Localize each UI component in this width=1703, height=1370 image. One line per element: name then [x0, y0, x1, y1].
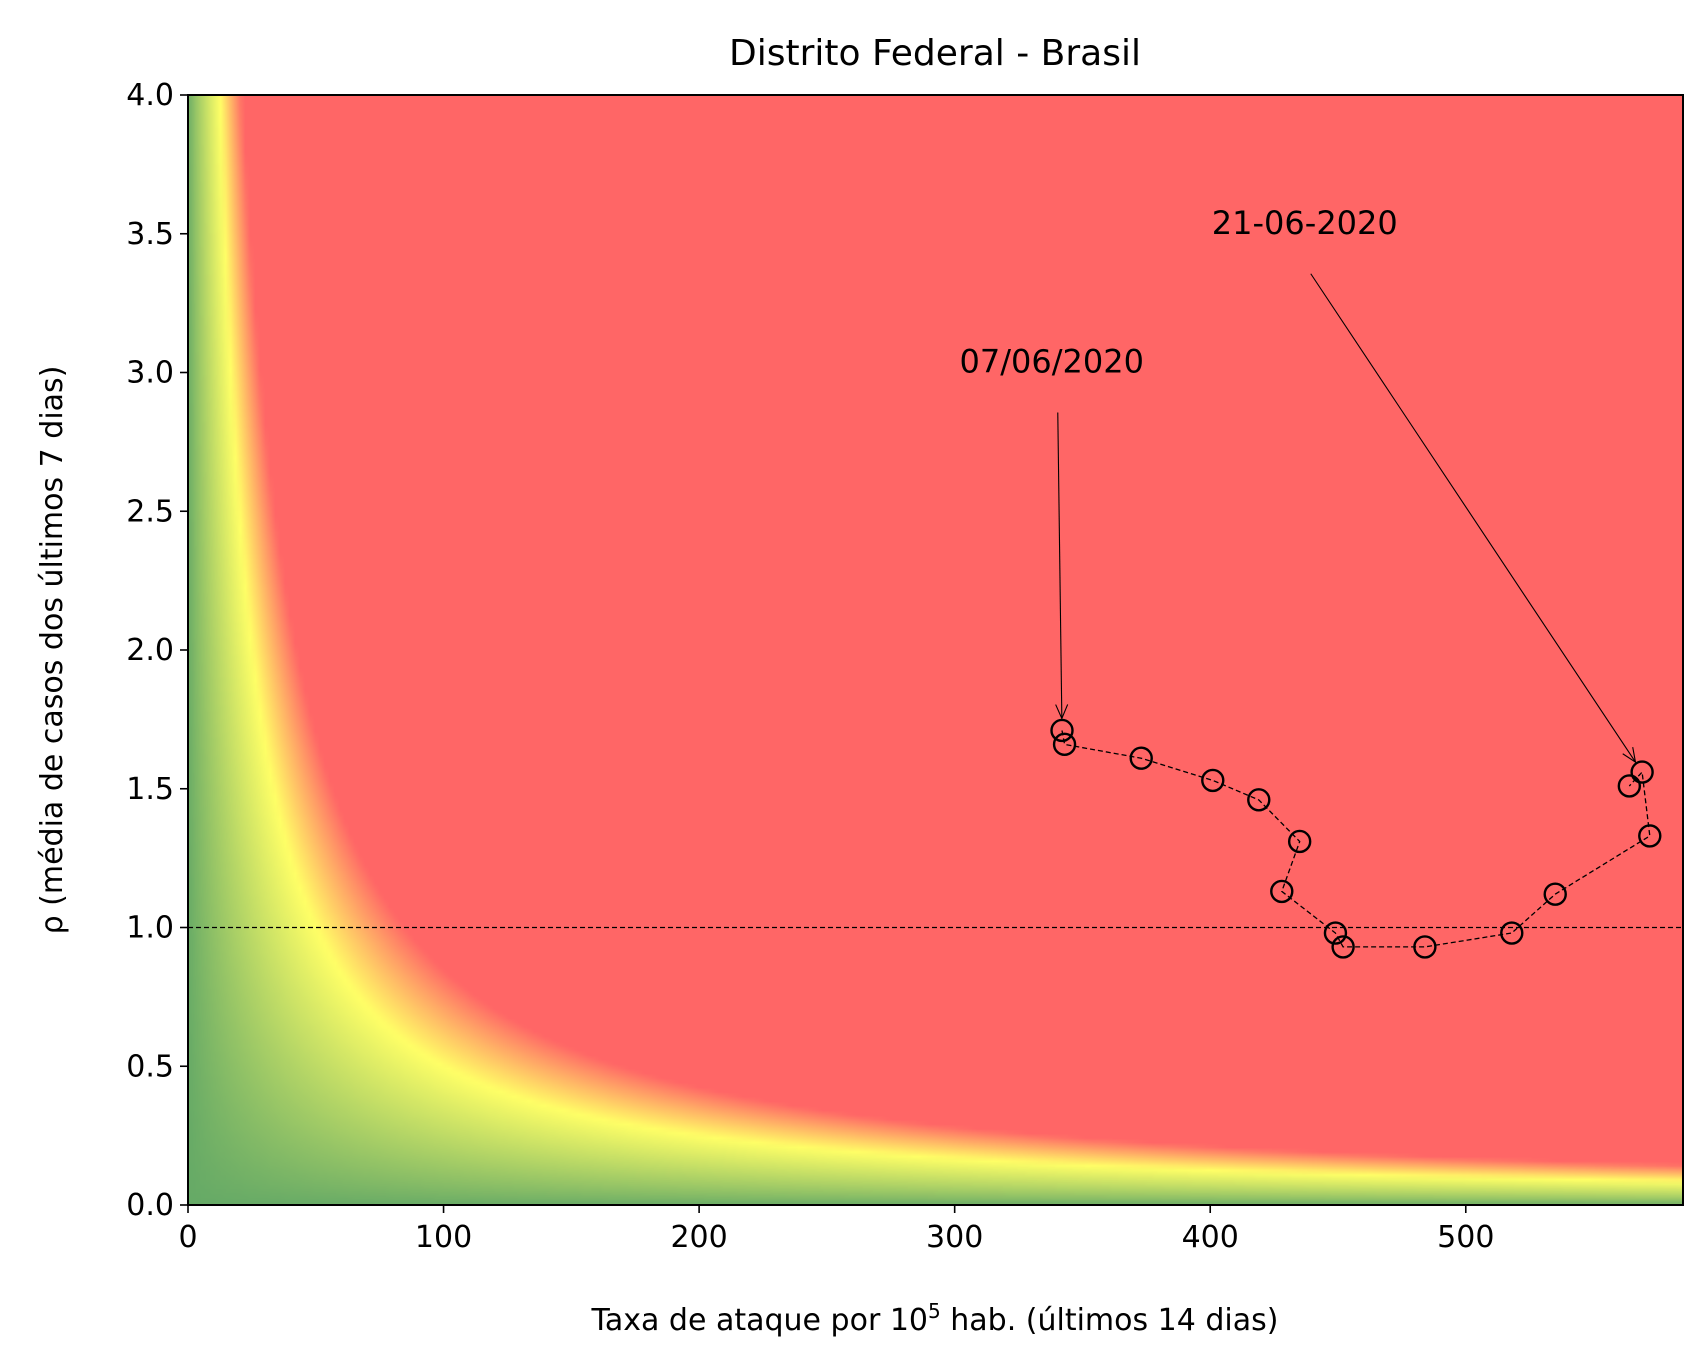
data-point: [1050, 718, 1074, 743]
annotation-arrow: [1057, 412, 1063, 719]
y-tick-label: 2.5: [126, 494, 174, 529]
x-tick-label: 500: [1437, 1220, 1494, 1255]
y-tick-label: 0.5: [126, 1049, 174, 1084]
data-point: [1638, 824, 1662, 848]
y-tick-label: 4.0: [126, 78, 174, 113]
y-tick-label: 3.5: [126, 217, 174, 252]
y-tick-label: 1.5: [126, 772, 174, 807]
annotation-label: 21-06-2020: [1212, 204, 1398, 242]
trajectory-line: [1061, 730, 1651, 948]
x-tick-label: 200: [670, 1220, 727, 1255]
x-tick-label: 0: [178, 1220, 197, 1255]
y-tick-label: 0.0: [126, 1188, 174, 1223]
y-tick-label: 3.0: [126, 356, 174, 391]
data-point: [1331, 935, 1355, 959]
data-point: [1543, 882, 1567, 906]
data-point: [1413, 935, 1437, 959]
data-point: [1052, 732, 1077, 757]
y-tick-label: 1.0: [126, 911, 174, 946]
y-tick-label: 2.0: [126, 633, 174, 668]
data-point: [1630, 760, 1654, 784]
data-point: [1323, 921, 1348, 945]
annotation-arrow: [1310, 273, 1636, 763]
data-point: [1247, 788, 1271, 812]
data-point: [1201, 768, 1225, 793]
x-axis-label: Taxa de ataque por 105 hab. (últimos 14 …: [591, 1299, 1279, 1338]
chart-title: Distrito Federal - Brasil: [729, 33, 1141, 74]
annotation-arrowhead: [1622, 747, 1637, 764]
data-point: [1129, 746, 1153, 770]
annotation-label: 07/06/2020: [960, 343, 1144, 381]
data-point: [1270, 879, 1294, 904]
x-tick-label: 300: [926, 1220, 983, 1255]
risk-gradient-background: [188, 95, 1683, 1205]
y-axis-label: ρ (média de casos dos últimos 7 dias): [35, 366, 70, 935]
x-tick-label: 100: [415, 1220, 472, 1255]
x-tick-label: 400: [1182, 1220, 1239, 1255]
annotation-arrowhead: [1055, 704, 1069, 720]
data-point: [1617, 774, 1642, 798]
data-point: [1500, 921, 1524, 945]
data-point: [1287, 829, 1312, 854]
